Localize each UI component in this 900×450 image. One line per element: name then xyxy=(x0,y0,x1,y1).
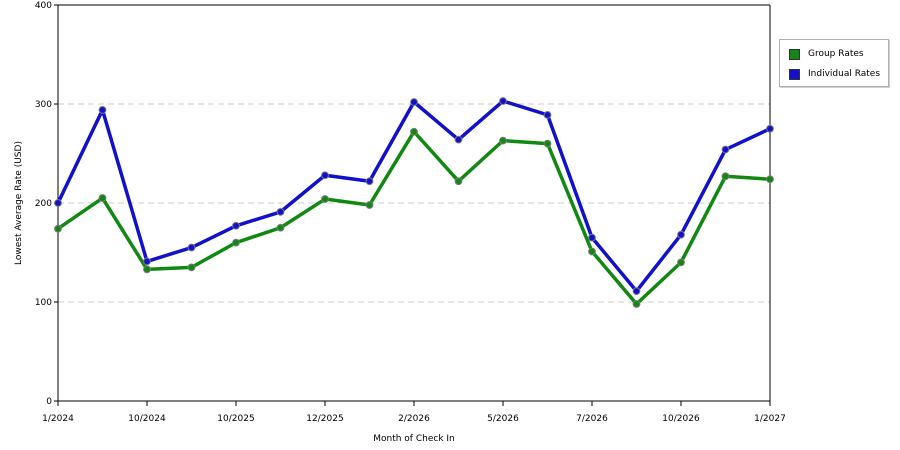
legend-swatch-group-rates xyxy=(789,48,800,60)
data-point-individual-rates xyxy=(187,243,196,252)
data-point-group-rates xyxy=(721,172,730,181)
data-point-group-rates xyxy=(187,263,196,272)
legend: Group Rates Individual Rates xyxy=(779,39,889,87)
data-point-group-rates xyxy=(677,258,685,267)
x-tick-label: 12/2025 xyxy=(306,414,343,424)
data-point-individual-rates xyxy=(454,135,463,144)
series-layer xyxy=(54,97,774,308)
data-point-individual-rates xyxy=(232,221,240,230)
data-point-group-rates xyxy=(365,201,374,209)
x-tick-label: 5/2026 xyxy=(487,414,519,424)
x-axis-label: Month of Check In xyxy=(373,434,455,444)
x-tick-label: 1/2027 xyxy=(754,414,786,424)
data-point-group-rates xyxy=(54,224,62,233)
axis-layer: 0 100 200 300 400 1/2024 10/2024 10/2025 12/2025… xyxy=(35,1,786,424)
legend-swatch-individual-rates xyxy=(789,68,800,80)
x-tick-label: 2/2026 xyxy=(398,414,430,424)
data-point-group-rates xyxy=(232,238,240,247)
data-point-group-rates xyxy=(410,127,418,136)
x-tick-label: 1/2024 xyxy=(42,414,74,424)
legend-label-individual-rates: Individual Rates xyxy=(808,69,881,79)
y-tick-label: 100 xyxy=(35,298,52,308)
data-point-individual-rates xyxy=(98,106,107,114)
data-point-individual-rates xyxy=(276,208,285,216)
y-axis-label: Lowest Average Rate (USD) xyxy=(14,141,24,265)
data-point-group-rates xyxy=(766,175,774,184)
data-point-group-rates xyxy=(632,300,641,308)
data-point-group-rates xyxy=(543,139,552,148)
data-point-group-rates xyxy=(588,247,596,256)
data-point-group-rates xyxy=(321,195,329,203)
legend-label-group-rates: Group Rates xyxy=(808,49,864,59)
data-point-individual-rates xyxy=(543,110,552,119)
data-point-group-rates xyxy=(276,223,285,232)
y-tick-label: 400 xyxy=(35,1,52,11)
data-point-individual-rates xyxy=(143,257,151,266)
data-point-individual-rates xyxy=(721,145,730,154)
data-point-individual-rates xyxy=(766,124,774,133)
y-tick-label: 300 xyxy=(35,100,52,110)
legend-item-individual-rates: Individual Rates xyxy=(789,67,880,81)
x-tick-label: 10/2025 xyxy=(217,414,254,424)
data-point-group-rates xyxy=(98,194,107,202)
data-point-individual-rates xyxy=(499,97,507,105)
data-point-group-rates xyxy=(454,177,463,186)
y-tick-label: 0 xyxy=(46,397,52,407)
data-point-individual-rates xyxy=(410,98,418,106)
y-tick-label: 200 xyxy=(35,199,52,209)
series-line-group-rates xyxy=(57,129,771,306)
data-point-group-rates xyxy=(143,265,151,274)
data-point-individual-rates xyxy=(588,233,596,242)
x-tick-label: 10/2026 xyxy=(662,414,700,424)
data-point-individual-rates xyxy=(632,287,641,296)
data-point-group-rates xyxy=(499,136,507,145)
x-tick-label: 7/2026 xyxy=(576,414,608,424)
data-point-individual-rates xyxy=(365,177,374,186)
data-point-individual-rates xyxy=(54,199,62,207)
x-tick-label: 10/2024 xyxy=(128,414,166,424)
legend-item-group-rates: Group Rates xyxy=(789,47,864,61)
data-point-individual-rates xyxy=(321,171,329,180)
data-point-individual-rates xyxy=(677,230,685,239)
